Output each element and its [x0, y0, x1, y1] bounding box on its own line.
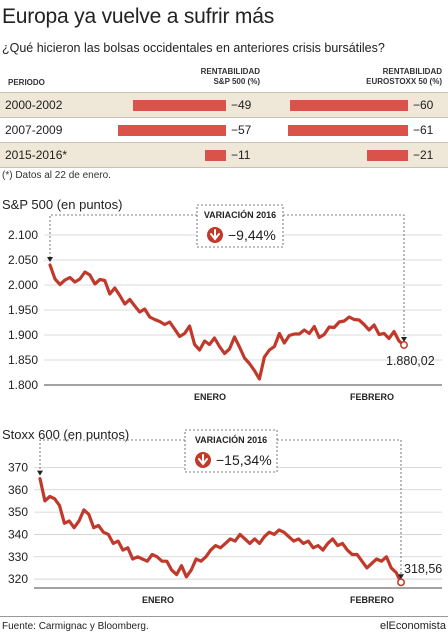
eurostoxx-value: −61: [413, 123, 434, 137]
sp500-value: −11: [231, 148, 251, 162]
period-label: 2007-2009: [5, 123, 63, 137]
period-label: 2015-2016*: [5, 148, 68, 162]
sp500-bar: [132, 100, 226, 111]
start-marker-icon: [47, 257, 53, 262]
y-tick-label: 320: [8, 572, 28, 586]
source-note: Fuente: Carmignac y Bloomberg.: [2, 621, 149, 632]
y-tick-label: 2.050: [8, 253, 38, 267]
column-header-sp: RENTABILIDAD S&P 500 (%): [160, 67, 260, 87]
end-value-label: 318,56: [404, 562, 442, 576]
sp500-chart: 2.100 2.050 2.000 1.950 1.900 1.850 1.800 ENERO…: [8, 204, 442, 402]
sp500-value: −57: [231, 123, 252, 137]
y-tick-label: 1.900: [8, 328, 38, 342]
x-month-label: FEBRERO: [350, 595, 394, 605]
y-tick-label: 360: [8, 483, 28, 497]
eurostoxx-value: −21: [413, 148, 434, 162]
down-arrow-glyph: [198, 454, 208, 466]
table-note: (*) Datos al 22 de enero.: [2, 170, 111, 181]
connector-start: [49, 214, 197, 258]
x-month-label: ENERO: [194, 392, 226, 402]
y-tick-label: 1.850: [8, 353, 38, 367]
period-label: 2000-2002: [5, 98, 63, 112]
y-tick-label: 340: [8, 527, 28, 541]
series-line: [48, 263, 406, 381]
sp500-bar: [117, 125, 226, 136]
eurostoxx-bar: [366, 150, 408, 161]
down-arrow-glyph: [210, 229, 220, 241]
connector-end: [277, 439, 402, 576]
series-line: [38, 477, 403, 584]
end-point: [400, 341, 408, 349]
end-point: [397, 578, 405, 587]
table-top-rule: [0, 92, 448, 93]
sp500-value: −49: [231, 98, 252, 112]
brand-logo: elEconomista: [379, 620, 446, 632]
sp500-chart-title: S&P 500 (en puntos): [2, 197, 123, 212]
table-row: 2015-2016* −11 −21: [0, 143, 448, 168]
y-tick-label: 350: [8, 505, 28, 519]
footer-rule: [0, 616, 448, 617]
table-row: 2000-2002 −49 −60: [0, 93, 448, 118]
column-header-sp-line1: RENTABILIDAD: [200, 67, 260, 76]
stoxx600-chart-title: Stoxx 600 (en puntos): [2, 427, 130, 442]
column-header-eu-line2: EUROSTOXX 50 (%): [366, 77, 442, 86]
eurostoxx-bar: [287, 125, 408, 136]
end-value-label: 1.880,02: [386, 354, 435, 368]
column-header-eu-line1: RENTABILIDAD: [382, 67, 442, 76]
end-marker-icon: [398, 574, 404, 580]
page-subtitle: ¿Qué hicieron las bolsas occidentales en…: [2, 41, 385, 55]
y-tick-label: 370: [8, 460, 28, 474]
column-header-sp-line2: S&P 500 (%): [213, 77, 260, 86]
y-tick-label: 2.100: [8, 228, 38, 242]
sp500-bar: [205, 150, 226, 161]
variation-badge-title: VARIACIÓN 2016: [195, 434, 267, 445]
variation-badge-value: −9,44%: [228, 227, 276, 243]
table-row: 2007-2009 −57 −61: [0, 118, 448, 143]
x-month-label: FEBRERO: [350, 392, 394, 402]
x-month-label: ENERO: [142, 595, 174, 605]
variation-badge-title: VARIACIÓN 2016: [204, 209, 276, 220]
variation-badge-value: −15,34%: [216, 452, 272, 468]
y-tick-label: 2.000: [8, 278, 38, 292]
y-tick-label: 1.800: [8, 378, 38, 392]
y-tick-label: 330: [8, 550, 28, 564]
connector-end: [283, 214, 405, 338]
column-header-period: PERIODO: [8, 78, 45, 87]
eurostoxx-bar: [289, 100, 408, 111]
y-tick-label: 1.950: [8, 303, 38, 317]
eurostoxx-value: −60: [413, 98, 434, 112]
end-marker-icon: [401, 337, 407, 342]
page-title: Europa ya vuelve a sufrir más: [2, 5, 274, 28]
column-header-eurostoxx: RENTABILIDAD EUROSTOXX 50 (%): [330, 67, 442, 87]
stoxx600-chart: 370 360 350 340 330 320 ENERO FEBRERO 318,56 VARI…: [8, 429, 442, 605]
connector-start: [39, 439, 185, 472]
start-marker-icon: [37, 470, 43, 476]
